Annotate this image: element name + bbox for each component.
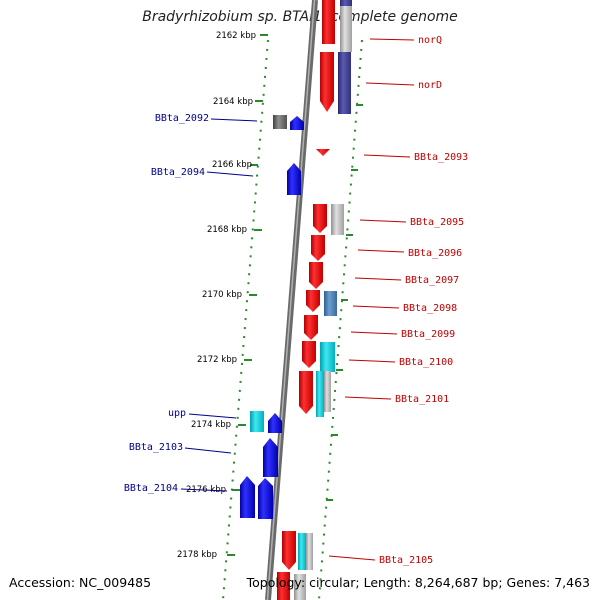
gene-BBta_2098 <box>306 290 320 312</box>
scale-tick-marks <box>227 34 268 556</box>
label-BBta_2095: BBta_2095 <box>410 217 464 228</box>
gene-BBta_2098-steel <box>324 291 337 316</box>
label-norD: norD <box>418 80 442 91</box>
label-BBta_2101: BBta_2101 <box>395 394 449 405</box>
label-BBta_2092: BBta_2092 <box>155 113 209 124</box>
tick-label-2162: 2162 kbp <box>216 31 256 41</box>
gene-BBta_2097 <box>309 262 323 289</box>
label-BBta_2098: BBta_2098 <box>403 303 457 314</box>
gene-BBta_2092 <box>290 116 304 130</box>
gene-plus-bottom-red <box>277 572 290 600</box>
plus-strand-genes <box>277 0 352 600</box>
tick-label-2168: 2168 kbp <box>207 225 247 235</box>
tick-label-2166: 2166 kbp <box>212 160 252 170</box>
gene-BBta_2103 <box>263 438 278 477</box>
minus-gene-labels: BBta_2092 BBta_2094 upp BBta_2103 BBta_2… <box>124 113 209 494</box>
label-BBta_2103: BBta_2103 <box>129 442 183 453</box>
label-BBta_2097: BBta_2097 <box>405 275 459 286</box>
label-leaders <box>180 38 415 561</box>
gene-BBta_2092-dark <box>273 115 287 129</box>
gene-BBta_2101-grey <box>324 371 331 412</box>
gene-BBta_2104-b <box>258 478 273 519</box>
scale-line-right <box>318 39 363 600</box>
accession-label: Accession: NC_009485 <box>9 575 152 590</box>
gene-BBta_2101-cyan <box>316 371 324 417</box>
gene-upp-cyan <box>250 411 264 432</box>
scale-line-left <box>222 39 269 600</box>
label-BBta_2094: BBta_2094 <box>151 167 205 178</box>
label-BBta_2096: BBta_2096 <box>408 248 462 259</box>
gene-plus-top-navy <box>340 0 352 6</box>
gene-BBta_2095 <box>313 204 327 233</box>
minus-strand-genes <box>240 115 304 519</box>
gene-BBta_2105 <box>282 531 296 570</box>
gene-BBta_2096 <box>311 235 325 261</box>
gene-BBta_2105-cyan <box>298 533 306 570</box>
gene-BBta_2100 <box>302 341 316 368</box>
gene-BBta_2093 <box>316 149 330 156</box>
tick-label-2172: 2172 kbp <box>197 355 237 365</box>
gene-plus-top-red <box>322 0 335 44</box>
label-BBta_2105: BBta_2105 <box>379 555 433 566</box>
gene-BBta_2101 <box>299 371 313 414</box>
label-BBta_2104: BBta_2104 <box>124 483 178 494</box>
tick-label-2170: 2170 kbp <box>202 290 242 300</box>
label-norQ: norQ <box>418 35 442 46</box>
gene-norD <box>320 52 334 112</box>
gene-BBta_2105-grey <box>306 533 313 570</box>
gene-BBta_2095-grey <box>331 204 344 235</box>
gene-BBta_2104 <box>240 476 255 518</box>
right-scale-marks <box>326 104 363 501</box>
gene-BBta_2099 <box>304 315 318 340</box>
topology-label: Topology: circular; Length: 8,264,687 bp… <box>246 575 590 590</box>
gene-plus-bottom-grey <box>294 574 306 600</box>
gene-BBta_2100-cyan <box>320 342 335 372</box>
tick-label-2178: 2178 kbp <box>177 550 217 560</box>
tick-label-2174: 2174 kbp <box>191 420 231 430</box>
gene-plus-top-grey <box>340 0 352 52</box>
label-BBta_2100: BBta_2100 <box>399 357 453 368</box>
genome-backbone <box>265 0 318 600</box>
genome-title: Bradyrhizobium sp. BTAi1, complete genom… <box>142 9 458 25</box>
label-BBta_2099: BBta_2099 <box>401 329 455 340</box>
tick-label-2164: 2164 kbp <box>213 97 253 107</box>
gene-norD-navy <box>338 52 351 114</box>
gene-upp <box>268 413 282 433</box>
gene-BBta_2094 <box>287 163 301 195</box>
label-upp: upp <box>168 408 186 419</box>
label-BBta_2093: BBta_2093 <box>414 152 468 163</box>
plus-gene-labels: norQ norD BBta_2093 BBta_2095 BBta_2096 … <box>379 35 468 566</box>
